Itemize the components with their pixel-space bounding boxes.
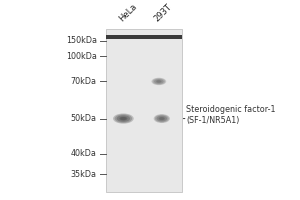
Ellipse shape [153, 78, 165, 85]
Ellipse shape [156, 80, 162, 83]
Text: 70kDa: 70kDa [71, 77, 97, 86]
Ellipse shape [113, 113, 134, 124]
Text: HeLa: HeLa [117, 2, 139, 24]
Ellipse shape [155, 115, 169, 122]
Bar [106, 35, 182, 39]
Text: 293T: 293T [152, 3, 174, 24]
Ellipse shape [152, 78, 166, 85]
Ellipse shape [154, 114, 170, 123]
Ellipse shape [120, 117, 127, 120]
Bar [106, 29, 182, 192]
Ellipse shape [157, 116, 167, 121]
Ellipse shape [117, 115, 130, 122]
Text: Steroidogenic factor-1
(SF-1/NR5A1): Steroidogenic factor-1 (SF-1/NR5A1) [186, 105, 276, 125]
Text: 150kDa: 150kDa [66, 36, 97, 45]
Text: 100kDa: 100kDa [66, 52, 97, 61]
Ellipse shape [119, 117, 128, 121]
Ellipse shape [154, 79, 164, 84]
Ellipse shape [159, 117, 164, 120]
Text: 40kDa: 40kDa [71, 149, 97, 158]
Ellipse shape [157, 80, 161, 83]
Ellipse shape [158, 117, 165, 120]
Text: 50kDa: 50kDa [71, 114, 97, 123]
Ellipse shape [115, 114, 132, 123]
Text: 35kDa: 35kDa [71, 170, 97, 179]
